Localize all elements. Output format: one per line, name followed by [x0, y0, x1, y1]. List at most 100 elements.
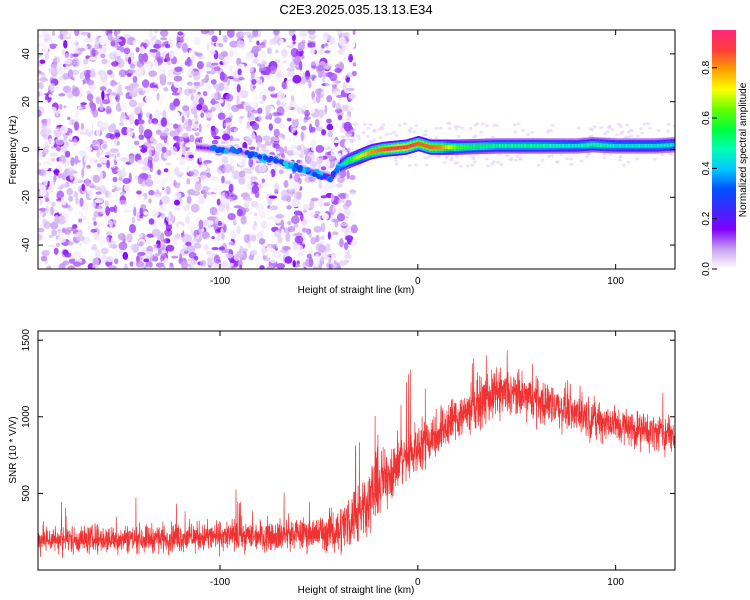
noise-cell	[340, 223, 349, 227]
noise-cell	[530, 131, 535, 134]
noise-cell	[310, 236, 317, 245]
signal-cell	[203, 146, 205, 149]
noise-cell	[276, 263, 286, 269]
signal-cell	[535, 144, 538, 148]
noise-cell	[129, 69, 137, 74]
noise-cell	[43, 180, 49, 186]
signal-cell	[387, 147, 389, 151]
noise-cell	[590, 128, 594, 131]
noise-cell	[338, 260, 348, 266]
noise-cell	[148, 118, 152, 125]
signal-cell	[379, 148, 381, 152]
noise-cell	[246, 121, 251, 129]
signal-cell	[382, 147, 385, 152]
signal-cell	[649, 144, 652, 148]
signal-cell	[202, 146, 204, 149]
noise-cell	[221, 156, 229, 165]
noise-cell	[296, 106, 303, 115]
noise-cell	[160, 37, 168, 41]
noise-cell	[123, 184, 130, 192]
noise-cell	[155, 129, 162, 135]
signal-cell	[418, 141, 420, 146]
noise-cell	[174, 199, 180, 206]
noise-cell	[471, 157, 476, 161]
noise-cell	[87, 188, 94, 195]
signal-cell	[390, 146, 393, 151]
noise-cell	[513, 158, 518, 162]
signal-cell	[475, 144, 477, 149]
noise-cell	[164, 175, 173, 183]
noise-cell	[302, 261, 306, 268]
noise-cell	[42, 44, 49, 54]
signal-cell	[578, 143, 581, 148]
noise-cell	[135, 47, 140, 53]
noise-cell	[330, 150, 339, 157]
signal-cell	[430, 145, 432, 149]
noise-cell	[250, 109, 259, 114]
noise-cell	[218, 36, 223, 42]
noise-cell	[200, 112, 205, 118]
noise-cell	[275, 217, 283, 225]
noise-cell	[326, 118, 332, 124]
signal-cell	[489, 144, 491, 148]
noise-cell	[218, 246, 225, 251]
noise-cell	[86, 93, 94, 102]
noise-cell	[666, 122, 671, 126]
signal-cell	[521, 144, 524, 148]
noise-cell	[163, 257, 169, 268]
noise-cell	[310, 197, 319, 202]
noise-cell	[210, 127, 219, 136]
noise-cell	[63, 105, 67, 109]
noise-cell	[208, 190, 212, 196]
noise-cell	[234, 50, 238, 55]
noise-cell	[77, 47, 86, 52]
noise-cell	[125, 215, 130, 225]
noise-cell	[617, 122, 622, 126]
noise-cell	[349, 174, 356, 181]
noise-cell	[343, 56, 347, 62]
noise-cell	[88, 193, 96, 200]
noise-cell	[225, 253, 234, 258]
signal-cell	[493, 144, 495, 148]
noise-cell	[49, 77, 54, 83]
noise-cell	[252, 30, 259, 37]
noise-cell	[188, 50, 193, 58]
noise-cell	[485, 157, 489, 161]
signal-cell	[655, 144, 658, 148]
noise-cell	[144, 103, 149, 112]
noise-cell	[157, 248, 162, 255]
noise-cell	[275, 151, 281, 154]
signal-cell	[197, 146, 199, 149]
noise-cell	[122, 178, 131, 184]
signal-cell	[377, 148, 380, 153]
signal-cell	[354, 156, 356, 161]
signal-cell	[425, 143, 427, 148]
noise-cell	[402, 122, 407, 126]
noise-cell	[64, 150, 71, 158]
spectrogram-ticks: -100 0 100 -40 -20 0 20 40	[21, 30, 675, 287]
noise-cell	[536, 163, 541, 167]
signal-cell	[542, 144, 545, 148]
noise-cell	[342, 82, 347, 91]
noise-cell	[218, 53, 225, 60]
noise-cell	[64, 159, 70, 168]
spectrogram-y-label: Frequency (Hz)	[8, 116, 19, 185]
noise-cell	[239, 170, 246, 178]
noise-cell	[408, 155, 413, 159]
noise-cell	[150, 87, 158, 92]
noise-cell	[61, 145, 67, 154]
noise-cell	[326, 111, 335, 119]
noise-cell	[102, 30, 108, 36]
snr-panel: -100 0 100 500 1000 1500 Height of straight l…	[8, 329, 676, 596]
noise-cell	[91, 244, 98, 250]
noise-cell	[84, 37, 93, 43]
signal-cell	[487, 144, 489, 149]
noise-cell	[343, 121, 352, 132]
signal-cell	[436, 145, 438, 149]
noise-cell	[75, 195, 79, 205]
signal-cell	[565, 144, 567, 148]
signal-cell	[497, 144, 500, 148]
noise-cell	[165, 162, 172, 166]
signal-cell	[459, 145, 462, 149]
signal-cell	[546, 144, 548, 148]
